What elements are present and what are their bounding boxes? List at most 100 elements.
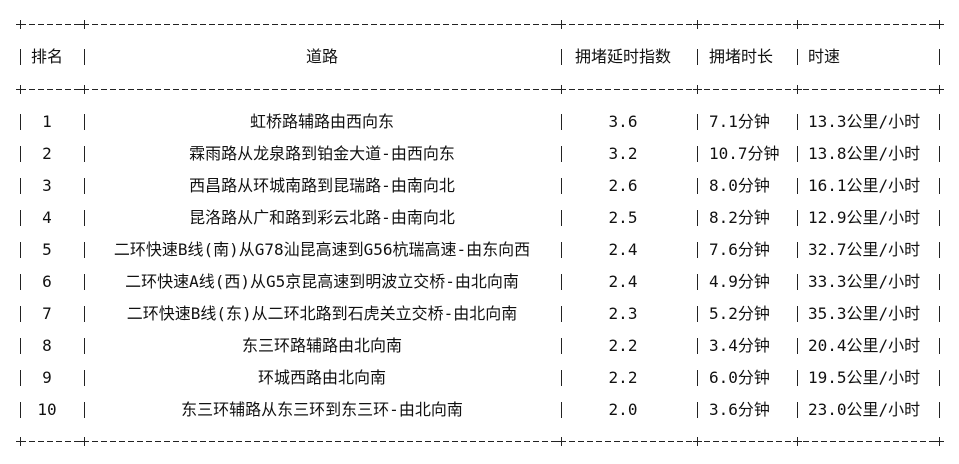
table-corner-mark	[80, 437, 89, 446]
row-cell-road: 霖雨路从龙泉路到铂金大道-由西向东	[189, 144, 455, 163]
row-cell-rank: 9	[42, 368, 52, 387]
row-cell-speed: 12.9公里/小时	[808, 208, 921, 227]
row-cell-congestion-duration: 5.2分钟	[709, 304, 770, 323]
column-separator	[797, 114, 798, 130]
table-corner-mark	[557, 437, 566, 446]
column-separator	[20, 306, 21, 322]
header-road: 道路	[305, 47, 339, 66]
column-separator	[561, 242, 562, 258]
table-corner-mark	[80, 85, 89, 94]
row-cell-rank: 3	[42, 176, 52, 195]
column-separator	[939, 49, 940, 65]
column-separator	[561, 114, 562, 130]
column-separator	[84, 338, 85, 354]
column-separator	[939, 402, 940, 418]
row-cell-delay-index: 2.6	[608, 176, 638, 195]
row-cell-rank: 1	[42, 112, 52, 131]
column-separator	[697, 306, 698, 322]
column-separator	[797, 210, 798, 226]
table-corner-mark	[16, 85, 25, 94]
row-cell-congestion-duration: 4.9分钟	[709, 272, 770, 291]
table-border-line	[20, 89, 940, 90]
row-cell-delay-index: 3.2	[608, 144, 638, 163]
row-cell-speed: 23.0公里/小时	[808, 400, 921, 419]
column-separator	[939, 370, 940, 386]
header-delay-index: 拥堵延时指数	[574, 47, 672, 66]
row-cell-delay-index: 2.2	[608, 368, 638, 387]
column-separator	[797, 274, 798, 290]
row-cell-congestion-duration: 8.0分钟	[709, 176, 770, 195]
column-separator	[797, 49, 798, 65]
column-separator	[20, 242, 21, 258]
row-cell-road: 二环快速A线(西)从G5京昆高速到明波立交桥-由北向南	[125, 272, 519, 291]
column-separator	[20, 49, 21, 65]
table-corner-mark	[693, 20, 702, 29]
column-separator	[20, 178, 21, 194]
column-separator	[797, 338, 798, 354]
column-separator	[20, 210, 21, 226]
header-rank: 排名	[30, 47, 64, 66]
row-cell-rank: 8	[42, 336, 52, 355]
column-separator	[561, 370, 562, 386]
row-cell-speed: 16.1公里/小时	[808, 176, 921, 195]
column-separator	[561, 402, 562, 418]
row-cell-speed: 20.4公里/小时	[808, 336, 921, 355]
column-separator	[561, 178, 562, 194]
row-cell-congestion-duration: 7.6分钟	[709, 240, 770, 259]
column-separator	[561, 274, 562, 290]
column-separator	[84, 370, 85, 386]
column-separator	[939, 338, 940, 354]
row-cell-congestion-duration: 8.2分钟	[709, 208, 770, 227]
row-cell-speed: 13.3公里/小时	[808, 112, 921, 131]
column-separator	[84, 402, 85, 418]
row-cell-rank: 5	[42, 240, 52, 259]
column-separator	[561, 306, 562, 322]
row-cell-rank: 4	[42, 208, 52, 227]
row-cell-congestion-duration: 6.0分钟	[709, 368, 770, 387]
column-separator	[84, 146, 85, 162]
table-border-line	[20, 24, 940, 25]
column-separator	[797, 306, 798, 322]
table-corner-mark	[935, 20, 944, 29]
row-cell-delay-index: 2.5	[608, 208, 638, 227]
column-separator	[697, 370, 698, 386]
column-separator	[797, 178, 798, 194]
row-cell-delay-index: 3.6	[608, 112, 638, 131]
column-separator	[939, 146, 940, 162]
column-separator	[697, 49, 698, 65]
column-separator	[20, 274, 21, 290]
row-cell-rank: 6	[42, 272, 52, 291]
column-separator	[939, 114, 940, 130]
column-separator	[84, 114, 85, 130]
column-separator	[20, 338, 21, 354]
row-cell-speed: 32.7公里/小时	[808, 240, 921, 259]
column-separator	[939, 306, 940, 322]
row-cell-rank: 10	[37, 400, 57, 419]
table-corner-mark	[793, 85, 802, 94]
row-cell-speed: 19.5公里/小时	[808, 368, 921, 387]
column-separator	[84, 210, 85, 226]
row-cell-delay-index: 2.3	[608, 304, 638, 323]
column-separator	[939, 274, 940, 290]
column-separator	[697, 338, 698, 354]
column-separator	[84, 242, 85, 258]
column-separator	[697, 210, 698, 226]
column-separator	[561, 146, 562, 162]
column-separator	[797, 242, 798, 258]
column-separator	[561, 210, 562, 226]
column-separator	[697, 114, 698, 130]
row-cell-road: 昆洛路从广和路到彩云北路-由南向北	[189, 208, 455, 227]
row-cell-speed: 33.3公里/小时	[808, 272, 921, 291]
table-corner-mark	[557, 20, 566, 29]
table-corner-mark	[793, 20, 802, 29]
column-separator	[84, 178, 85, 194]
row-cell-delay-index: 2.2	[608, 336, 638, 355]
column-separator	[561, 338, 562, 354]
column-separator	[697, 242, 698, 258]
table-corner-mark	[693, 437, 702, 446]
row-cell-delay-index: 2.4	[608, 240, 638, 259]
row-cell-road: 虹桥路辅路由西向东	[249, 112, 395, 131]
table-corner-mark	[16, 20, 25, 29]
row-cell-rank: 2	[42, 144, 52, 163]
row-cell-congestion-duration: 7.1分钟	[709, 112, 770, 131]
